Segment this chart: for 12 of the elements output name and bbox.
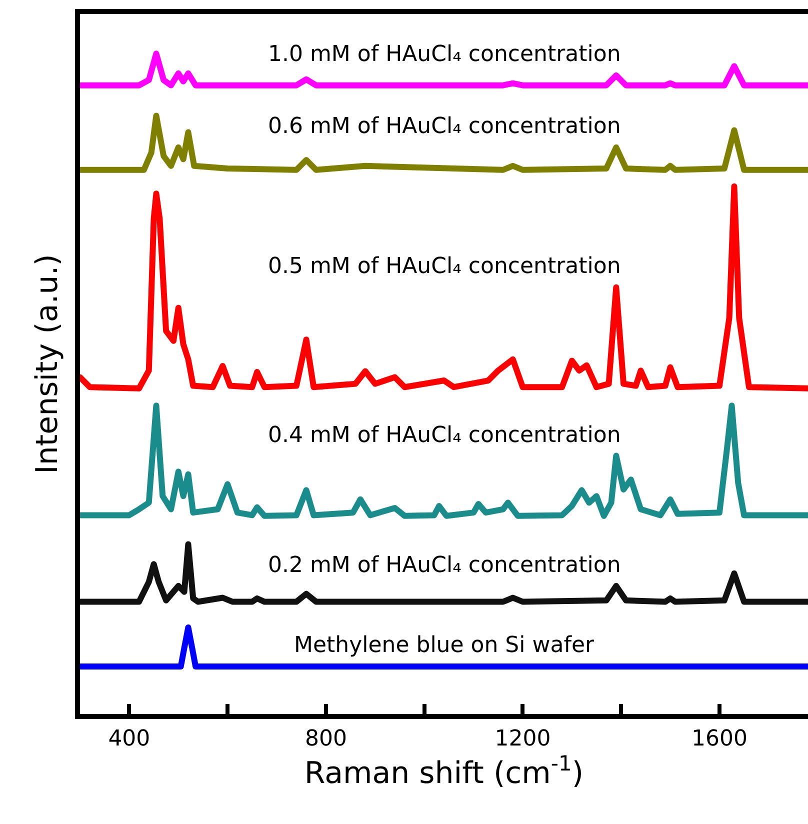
series-label: 1.0 mM of HAuCl₄ concentration <box>268 42 621 67</box>
series-label: 0.2 mM of HAuCl₄ concentration <box>268 553 621 578</box>
x-tick-label: 400 <box>108 726 150 752</box>
series-label: 0.6 mM of HAuCl₄ concentration <box>268 114 621 139</box>
x-tick-label: 800 <box>304 726 347 752</box>
x-tick-label: 1600 <box>691 726 748 752</box>
x-axis-title: Raman shift (cm$^{-1}$) <box>304 751 584 791</box>
x-tick-label: 1200 <box>494 726 551 752</box>
series-label: Methylene blue on Si wafer <box>294 633 595 658</box>
y-axis-title: Intensity (a.u.) <box>30 254 65 474</box>
series-label: 0.5 mM of HAuCl₄ concentration <box>268 254 621 279</box>
series-label: 0.4 mM of HAuCl₄ concentration <box>268 423 621 448</box>
